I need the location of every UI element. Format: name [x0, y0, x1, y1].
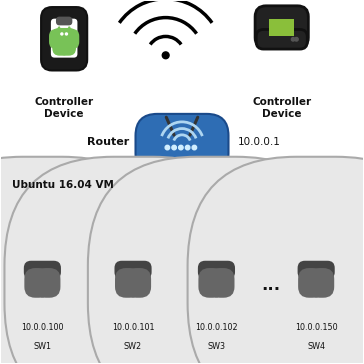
- Circle shape: [291, 37, 295, 41]
- FancyBboxPatch shape: [49, 29, 67, 49]
- Text: SW2: SW2: [124, 341, 142, 351]
- Circle shape: [192, 145, 197, 150]
- Circle shape: [40, 292, 45, 297]
- Text: SW1: SW1: [33, 341, 51, 351]
- Text: Controller
Device: Controller Device: [35, 97, 94, 119]
- FancyBboxPatch shape: [52, 34, 70, 56]
- FancyBboxPatch shape: [41, 7, 87, 71]
- Circle shape: [172, 145, 177, 150]
- FancyBboxPatch shape: [115, 268, 141, 298]
- FancyBboxPatch shape: [62, 29, 79, 49]
- Bar: [269, 19, 294, 36]
- FancyBboxPatch shape: [255, 6, 308, 48]
- Circle shape: [314, 292, 318, 297]
- Circle shape: [295, 37, 298, 41]
- FancyBboxPatch shape: [24, 261, 61, 280]
- FancyBboxPatch shape: [298, 268, 324, 298]
- FancyBboxPatch shape: [8, 191, 356, 341]
- Circle shape: [214, 292, 219, 297]
- FancyBboxPatch shape: [4, 157, 262, 364]
- Text: 10.0.0.150: 10.0.0.150: [295, 324, 337, 332]
- FancyBboxPatch shape: [56, 17, 72, 25]
- FancyBboxPatch shape: [187, 157, 364, 364]
- Text: 10.0.0.100: 10.0.0.100: [21, 324, 64, 332]
- Circle shape: [179, 145, 183, 150]
- FancyBboxPatch shape: [24, 268, 50, 298]
- Circle shape: [131, 292, 135, 297]
- Text: SW3: SW3: [207, 341, 225, 351]
- FancyBboxPatch shape: [135, 114, 229, 175]
- Text: SW4: SW4: [307, 341, 325, 351]
- FancyBboxPatch shape: [309, 268, 334, 298]
- Text: 10.0.0.101: 10.0.0.101: [112, 324, 154, 332]
- FancyBboxPatch shape: [115, 261, 152, 280]
- Circle shape: [162, 52, 169, 59]
- Circle shape: [185, 145, 190, 150]
- FancyBboxPatch shape: [209, 268, 234, 298]
- FancyBboxPatch shape: [256, 29, 307, 49]
- Circle shape: [180, 159, 184, 164]
- Circle shape: [61, 33, 63, 35]
- Text: Controller
Device: Controller Device: [252, 97, 311, 119]
- Text: Router: Router: [87, 137, 130, 147]
- FancyBboxPatch shape: [52, 28, 76, 49]
- FancyBboxPatch shape: [198, 261, 235, 280]
- Circle shape: [58, 29, 70, 41]
- FancyBboxPatch shape: [35, 268, 60, 298]
- Text: ...: ...: [261, 276, 280, 294]
- FancyBboxPatch shape: [0, 157, 171, 364]
- FancyBboxPatch shape: [51, 19, 78, 58]
- Circle shape: [66, 33, 67, 35]
- FancyBboxPatch shape: [298, 261, 335, 280]
- FancyBboxPatch shape: [126, 268, 151, 298]
- FancyBboxPatch shape: [59, 34, 76, 56]
- Text: 10.0.0.102: 10.0.0.102: [195, 324, 238, 332]
- FancyBboxPatch shape: [88, 157, 345, 364]
- Text: 10.0.0.1: 10.0.0.1: [238, 137, 281, 147]
- Circle shape: [165, 145, 170, 150]
- FancyBboxPatch shape: [198, 268, 224, 298]
- Text: Ubuntu 16.04 VM: Ubuntu 16.04 VM: [12, 180, 114, 190]
